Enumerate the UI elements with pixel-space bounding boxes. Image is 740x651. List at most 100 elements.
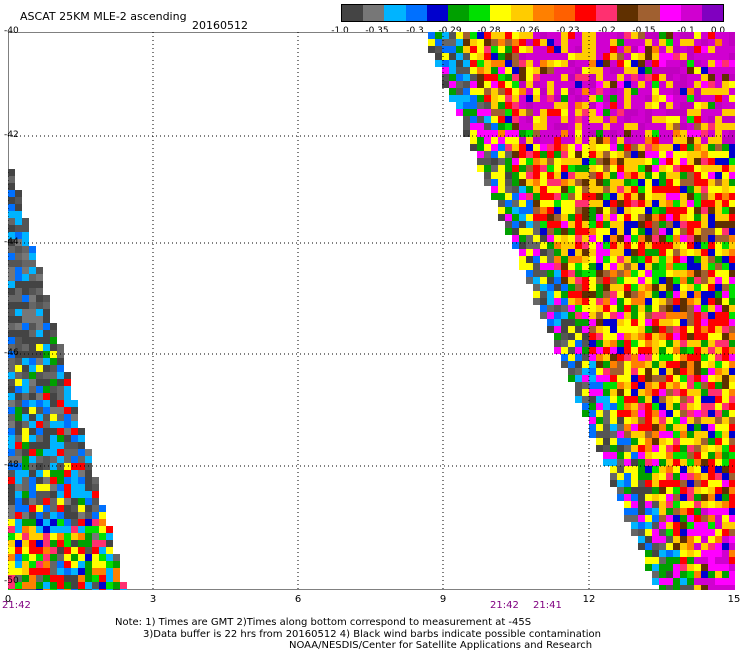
swath-cell [36, 288, 43, 295]
swath-cell [505, 207, 512, 214]
swath-cell [561, 249, 568, 256]
swath-cell [708, 536, 715, 543]
swath-cell [694, 214, 701, 221]
swath-cell [561, 165, 568, 172]
swath-cell [589, 312, 596, 319]
swath-cell [540, 158, 547, 165]
swath-cell [673, 557, 680, 564]
swath-cell [8, 540, 15, 547]
swath-cell [624, 396, 631, 403]
swath-cell [659, 102, 666, 109]
swath-cell [547, 172, 554, 179]
swath-cell [687, 466, 694, 473]
swath-cell [540, 39, 547, 46]
swath-cell [694, 207, 701, 214]
swath-cell [638, 529, 645, 536]
swath-cell [15, 442, 22, 449]
swath-cell [603, 39, 610, 46]
swath-cell [673, 256, 680, 263]
swath-cell [715, 410, 722, 417]
swath-cell [673, 473, 680, 480]
swath-cell [533, 81, 540, 88]
swath-cell [638, 193, 645, 200]
swath-cell [624, 410, 631, 417]
swath-cell [547, 270, 554, 277]
swath-cell [722, 515, 729, 522]
swath-cell [722, 221, 729, 228]
swath-cell [701, 144, 708, 151]
swath-cell [687, 74, 694, 81]
swath-cell [512, 214, 519, 221]
swath-cell [603, 102, 610, 109]
swath-cell [659, 263, 666, 270]
swath-cell [561, 116, 568, 123]
swath-cell [43, 575, 50, 582]
swath-cell [43, 470, 50, 477]
swath-cell [603, 438, 610, 445]
legend-swatch [532, 5, 554, 21]
swath-cell [610, 473, 617, 480]
swath-cell [547, 193, 554, 200]
swath-cell [652, 53, 659, 60]
swath-cell [477, 137, 484, 144]
swath-cell [708, 515, 715, 522]
swath-cell [659, 60, 666, 67]
swath-cell [694, 137, 701, 144]
swath-cell [582, 144, 589, 151]
swath-cell [729, 214, 735, 221]
swath-cell [659, 144, 666, 151]
swath-cell [505, 32, 512, 39]
swath-cell [547, 151, 554, 158]
swath-cell [589, 333, 596, 340]
swath-cell [687, 578, 694, 585]
swath-cell [729, 144, 735, 151]
swath-cell [29, 365, 36, 372]
swath-cell [666, 193, 673, 200]
swath-cell [659, 508, 666, 515]
swath-cell [708, 81, 715, 88]
swath-cell [575, 270, 582, 277]
swath-cell [680, 557, 687, 564]
swath-cell [519, 102, 526, 109]
swath-cell [106, 554, 113, 561]
swath-cell [568, 207, 575, 214]
swath-cell [631, 515, 638, 522]
swath-cell [610, 340, 617, 347]
swath-cell [519, 95, 526, 102]
swath-cell [554, 221, 561, 228]
swath-cell [617, 214, 624, 221]
swath-cell [43, 519, 50, 526]
swath-cell [701, 263, 708, 270]
swath-cell [15, 190, 22, 197]
swath-cell [673, 368, 680, 375]
swath-cell [722, 88, 729, 95]
swath-cell [596, 165, 603, 172]
swath-cell [666, 522, 673, 529]
swath-cell [722, 564, 729, 571]
swath-cell [638, 424, 645, 431]
swath-cell [8, 561, 15, 568]
swath-cell [701, 354, 708, 361]
swath-cell [596, 221, 603, 228]
swath-cell [673, 515, 680, 522]
swath-cell [701, 256, 708, 263]
swath-cell [687, 46, 694, 53]
swath-cell [8, 484, 15, 491]
swath-cell [701, 305, 708, 312]
swath-cell [50, 463, 57, 470]
swath-cell [603, 270, 610, 277]
swath-cell [8, 568, 15, 575]
swath-cell [64, 526, 71, 533]
swath-cell [715, 172, 722, 179]
swath-cell [680, 487, 687, 494]
swath-cell [512, 53, 519, 60]
swath-cell [701, 207, 708, 214]
swath-cell [624, 431, 631, 438]
swath-cell [22, 239, 29, 246]
swath-cell [568, 284, 575, 291]
swath-cell [701, 361, 708, 368]
swath-cell [708, 557, 715, 564]
swath-cell [645, 466, 652, 473]
swath-cell [505, 60, 512, 67]
swath-cell [540, 214, 547, 221]
